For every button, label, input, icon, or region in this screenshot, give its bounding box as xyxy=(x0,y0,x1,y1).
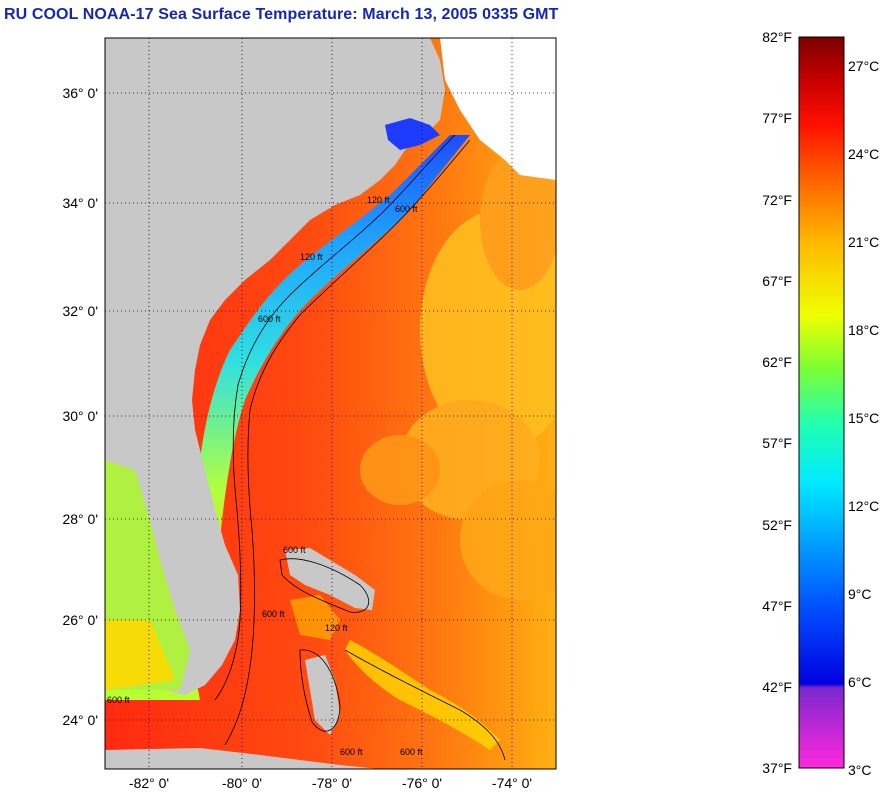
contour-label-600: 600 ft xyxy=(262,609,285,619)
colorbar-f-label: 57°F xyxy=(762,435,792,451)
andros-island xyxy=(305,655,340,735)
colorbar-c-label: 27°C xyxy=(848,58,879,74)
contour-label-600: 600 ft xyxy=(283,545,306,555)
map-frame xyxy=(104,37,557,770)
lon-label: -80° 0' xyxy=(222,775,262,791)
lon-label: -76° 0' xyxy=(402,775,442,791)
lat-label: 28° 0' xyxy=(62,511,98,527)
eddy-regions xyxy=(360,150,556,600)
contour-label-600: 600 ft xyxy=(400,747,423,757)
colorbar-c-label: 21°C xyxy=(848,234,879,250)
colorbar-c-label: 15°C xyxy=(848,410,879,426)
us-landmass xyxy=(105,38,445,695)
colorbar-f-label: 42°F xyxy=(762,679,792,695)
cuba-landmass xyxy=(105,748,380,769)
map-panel xyxy=(105,38,556,769)
colorbar-f-label: 72°F xyxy=(762,192,792,208)
colorbar xyxy=(798,36,845,769)
shelf-water xyxy=(190,135,470,640)
pamlico-sound xyxy=(385,118,440,150)
colorbar-c-label: 3°C xyxy=(848,762,872,778)
contour-label-120: 120 ft xyxy=(367,195,390,205)
lon-label: -82° 0' xyxy=(129,775,169,791)
lon-label: -78° 0' xyxy=(312,775,352,791)
cloud-mask xyxy=(440,38,556,180)
colorbar-c-label: 6°C xyxy=(848,674,872,690)
colorbar-f-label: 37°F xyxy=(762,760,792,776)
map-title: RU COOL NOAA-17 Sea Surface Temperature:… xyxy=(4,6,559,23)
colorbar-f-label: 47°F xyxy=(762,598,792,614)
contour-label-120: 120 ft xyxy=(300,252,323,262)
contour-label-600: 600 ft xyxy=(340,747,363,757)
colorbar-f-label: 77°F xyxy=(762,110,792,126)
lat-label: 30° 0' xyxy=(62,408,98,424)
colorbar-celsius-labels: 27°C 24°C 21°C 18°C 15°C 12°C 9°C 6°C 3°… xyxy=(848,58,879,778)
contour-label-600: 600 ft xyxy=(395,204,418,214)
colorbar-c-label: 9°C xyxy=(848,586,872,602)
contour-label-600: 600 ft xyxy=(107,695,130,705)
contour-label-600: 600 ft xyxy=(258,314,281,324)
lon-label: -74° 0' xyxy=(492,775,532,791)
bahama-banks xyxy=(345,640,500,750)
colorbar-f-label: 62°F xyxy=(762,354,792,370)
lat-label: 34° 0' xyxy=(62,195,98,211)
bathymetry-contours xyxy=(214,134,506,761)
lat-label: 24° 0' xyxy=(62,712,98,728)
colorbar-c-label: 24°C xyxy=(848,146,879,162)
latitude-axis: 36° 0' 34° 0' 32° 0' 30° 0' 28° 0' 26° 0… xyxy=(62,85,98,728)
colorbar-f-label: 52°F xyxy=(762,517,792,533)
colorbar-fahrenheit-labels: 82°F 77°F 72°F 67°F 62°F 57°F 52°F 47°F … xyxy=(762,29,792,776)
colorbar-c-label: 18°C xyxy=(848,322,879,338)
colorbar-c-label: 12°C xyxy=(848,498,879,514)
grand-bahama xyxy=(285,548,375,610)
lat-label: 36° 0' xyxy=(62,85,98,101)
lat-label: 26° 0' xyxy=(62,612,98,628)
longitude-axis: -82° 0' -80° 0' -78° 0' -76° 0' -74° 0' xyxy=(129,775,532,791)
colorbar-f-label: 67°F xyxy=(762,273,792,289)
contour-label-120: 120 ft xyxy=(325,623,348,633)
colorbar-f-label: 82°F xyxy=(762,29,792,45)
lat-label: 32° 0' xyxy=(62,303,98,319)
